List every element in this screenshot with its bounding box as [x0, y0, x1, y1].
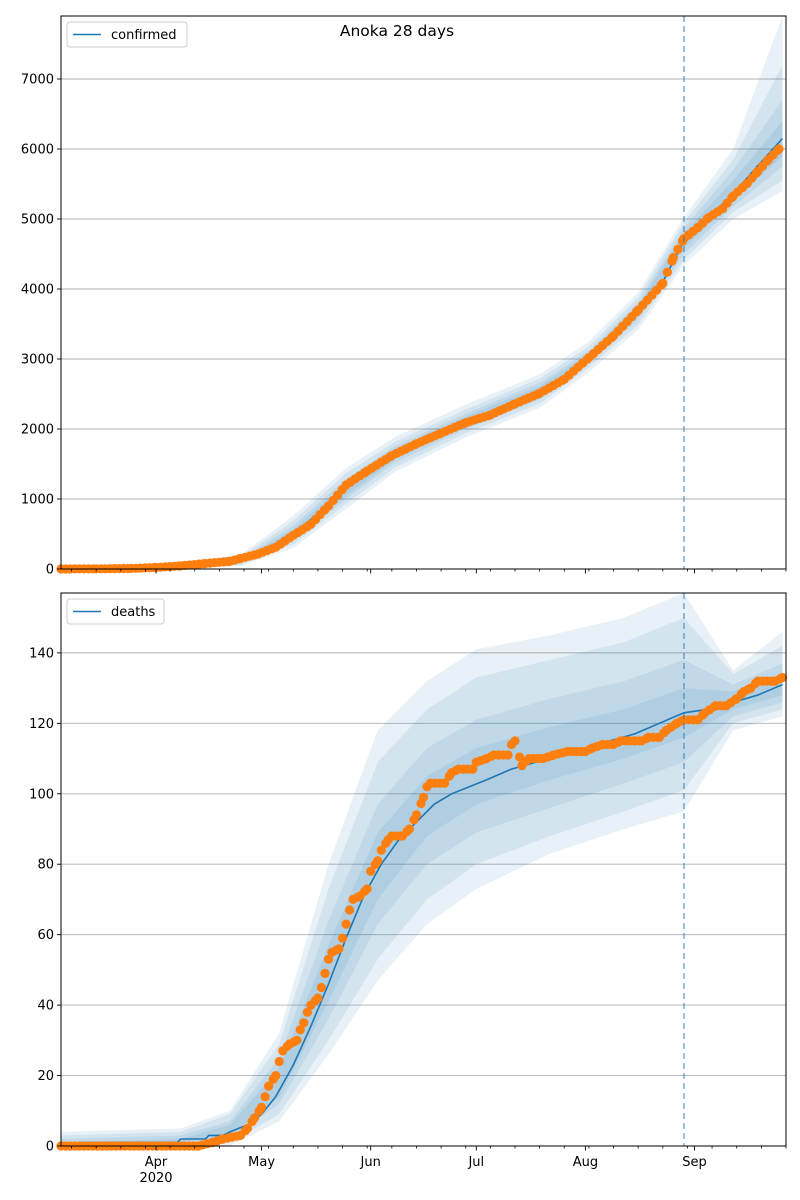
observation-point [274, 1056, 284, 1067]
confirmed-observations [56, 144, 784, 574]
observation-point [313, 993, 323, 1003]
observation-point [411, 810, 422, 820]
observation-point [373, 856, 383, 866]
y-tick-label: 7000 [21, 73, 54, 88]
observation-point [271, 1071, 281, 1081]
confirmed-panel: 0 1000 2000 3000 4000 5000 6000 7000 Anoka 28 d… [21, 15, 787, 578]
y-tick-label: 2000 [21, 423, 54, 438]
observation-point [250, 1113, 260, 1123]
x-tick-sublabel: 2020 [139, 1171, 172, 1186]
legend-label-deaths: deaths [111, 605, 156, 620]
observation-point [468, 764, 478, 774]
y-tick-label: 3000 [21, 353, 54, 368]
observation-point [292, 1035, 302, 1045]
observation-point [515, 752, 525, 762]
observation-point [323, 954, 334, 964]
confirmed-axes-frame [60, 15, 787, 570]
x-tick-label: Apr [145, 1155, 168, 1170]
observation-point [673, 244, 683, 254]
observation-point [295, 1025, 305, 1035]
y-tick-label: 6000 [21, 143, 54, 158]
observation-point [658, 278, 668, 288]
confidence-band-05 [61, 674, 783, 1146]
legend-box [66, 21, 188, 48]
observation-point [257, 1102, 267, 1112]
observation-point [338, 933, 348, 943]
observation-point [264, 1081, 274, 1091]
confidence-band-075 [61, 659, 783, 1146]
y-tick-label: 140 [29, 646, 54, 661]
confidence-band-095 [61, 16, 783, 569]
y-tick-label: 80 [37, 858, 54, 873]
observation-point [320, 968, 330, 979]
observation-point [302, 1007, 312, 1017]
x-tick-label: Aug [573, 1155, 598, 1170]
x-tick-label: Sep [682, 1155, 707, 1170]
y-tick-label: 0 [46, 563, 54, 578]
observation-point [299, 1018, 309, 1028]
observation-point [260, 1092, 270, 1102]
observation-point [662, 267, 673, 277]
y-tick-label: 40 [37, 999, 54, 1014]
deaths-y-axis: 0 20 40 60 80 100 120 140 [29, 646, 61, 1155]
confirmed-bands [61, 16, 783, 569]
x-tick-label: Jul [467, 1155, 484, 1170]
observation-point [777, 672, 788, 683]
observation-point [774, 144, 784, 154]
confidence-band-09 [61, 65, 783, 569]
observation-point [316, 982, 326, 993]
observation-point [510, 736, 520, 746]
y-tick-label: 100 [29, 787, 54, 802]
observation-point [345, 905, 355, 915]
observation-point [242, 1123, 253, 1133]
y-tick-label: 20 [37, 1069, 54, 1084]
confirmed-legend: confirmed [66, 21, 188, 48]
observation-point [362, 884, 372, 894]
observation-point [334, 944, 344, 954]
y-tick-label: 0 [46, 1140, 54, 1155]
x-tick-label: May [248, 1155, 275, 1170]
y-tick-label: 5000 [21, 213, 54, 228]
y-tick-label: 1000 [21, 493, 54, 508]
y-tick-label: 60 [37, 928, 54, 943]
y-tick-label: 4000 [21, 283, 54, 298]
legend-label-confirmed: confirmed [111, 28, 177, 43]
observation-point [418, 792, 429, 802]
x-tick-label: Jun [360, 1155, 381, 1170]
confirmed-y-axis: 0 1000 2000 3000 4000 5000 6000 7000 [21, 73, 61, 578]
deaths-axes-frame [60, 592, 787, 1147]
y-tick-label: 120 [29, 717, 54, 732]
observation-point [404, 824, 414, 834]
confidence-band-095 [61, 593, 783, 1146]
legend-box [66, 598, 165, 625]
observation-point [366, 866, 376, 876]
observation-point [503, 750, 513, 760]
confidence-band-09 [61, 617, 783, 1146]
confirmed-gridlines [61, 78, 786, 500]
observation-point [341, 919, 351, 929]
deaths-legend: deaths [66, 598, 165, 625]
observation-point [668, 252, 679, 263]
confirmed-x-axis [71, 569, 787, 574]
chart-title: Anoka 28 days [340, 22, 454, 40]
deaths-bands [61, 593, 783, 1146]
observation-point [376, 845, 386, 855]
observation-point [440, 778, 450, 788]
